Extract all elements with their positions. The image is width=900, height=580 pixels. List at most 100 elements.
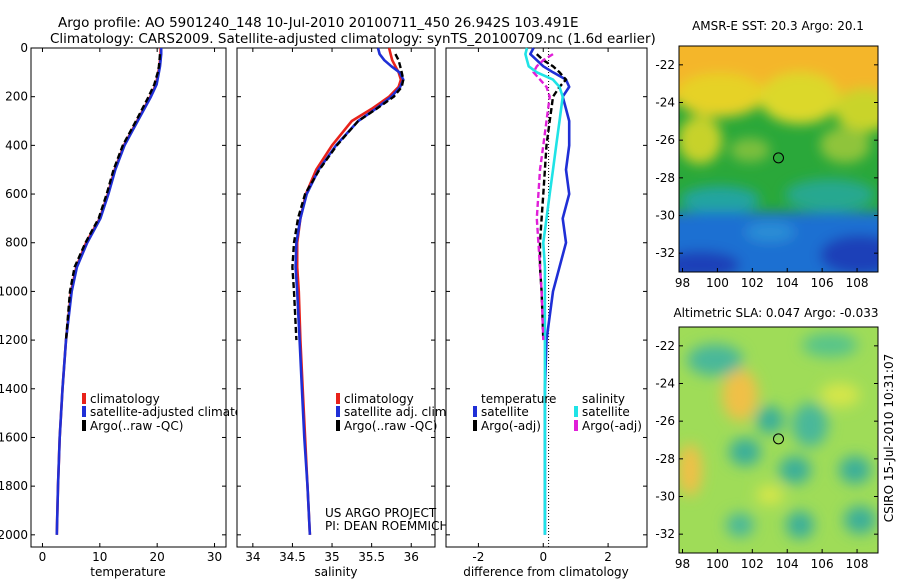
difference-xlabel: difference from climatology xyxy=(463,565,629,579)
legend-label-sal-satellite: satellite xyxy=(582,405,630,419)
x-tick-label: 2 xyxy=(604,550,612,564)
lat-tick-label: -32 xyxy=(655,246,675,260)
legend-swatch-satellite xyxy=(82,406,86,417)
x-tick-label: 30 xyxy=(207,550,222,564)
sla-map-frame xyxy=(678,326,879,554)
sla-blobs xyxy=(679,333,876,539)
lon-tick-label: 100 xyxy=(706,276,729,290)
x-tick-label: 36 xyxy=(404,550,419,564)
y-tick-label: 1400 xyxy=(0,382,28,396)
y-tick-label: 1600 xyxy=(0,430,28,444)
temperature-profile-panel: 0 200 400 600 800 1000 1200 1400 1600 1800 2000 0 1… xyxy=(0,41,268,579)
legend-label-satellite: satellite adj. clim. xyxy=(344,405,450,419)
salinity-axes-frame xyxy=(236,47,436,548)
lon-tick-label: 102 xyxy=(741,557,764,571)
legend-swatch-sal-satellite xyxy=(574,406,578,417)
lon-tick-label: 104 xyxy=(776,276,799,290)
legend-group-temperature: temperature xyxy=(481,392,556,406)
y-tick-label: 1200 xyxy=(0,333,28,347)
lat-tick-label: -32 xyxy=(655,527,675,541)
lat-tick-label: -24 xyxy=(655,96,675,110)
legend-label-climatology: climatology xyxy=(344,392,414,406)
lon-tick-label: 104 xyxy=(776,557,799,571)
lat-tick-label: -28 xyxy=(655,452,675,466)
y-tick-label: 1000 xyxy=(0,284,28,298)
lon-tick-label: 100 xyxy=(706,557,729,571)
y-tick-label: 1800 xyxy=(0,479,28,493)
salinity-axis: 34 34.5 35 35.5 36 xyxy=(245,48,419,564)
lat-tick-label: -26 xyxy=(655,414,675,428)
lon-tick-label: 106 xyxy=(811,276,834,290)
lat-tick-label: -30 xyxy=(655,209,675,223)
difference-legend: temperature satellite Argo(-adj) salinit… xyxy=(473,392,642,433)
legend-label-sal-argo: Argo(-adj) xyxy=(582,419,642,433)
difference-lines xyxy=(524,47,571,535)
legend-swatch-argo xyxy=(336,420,340,431)
x-tick-label: 0 xyxy=(539,550,547,564)
lon-tick-label: 98 xyxy=(675,276,690,290)
credit-line-2: PI: DEAN ROEMMICH xyxy=(325,519,448,533)
temperature-legend: climatology satellite-adjusted climatolo… xyxy=(82,392,268,433)
salinity-lines xyxy=(291,47,405,535)
difference-axis: -2 0 2 xyxy=(472,48,612,564)
title-line-1: Argo profile: AO 5901240_148 10-Jul-2010… xyxy=(58,15,579,31)
legend-swatch-temp-argo xyxy=(473,420,477,431)
sst-map-frame xyxy=(678,45,879,273)
y-tick-label: 200 xyxy=(5,90,28,104)
sla-map-panel: Altimetric SLA: 0.047 Argo: -0.033 xyxy=(655,306,878,571)
lat-tick-label: -28 xyxy=(655,171,675,185)
sst-lon-axis: 98 100 102 104 106 108 xyxy=(675,268,869,290)
difference-profile-panel: -2 0 2 difference from climatology tempera… xyxy=(445,47,648,579)
x-tick-label: 34.5 xyxy=(279,550,306,564)
x-tick-label: -2 xyxy=(472,550,484,564)
series-line-salinity-satellite xyxy=(524,47,565,535)
x-tick-label: 10 xyxy=(92,550,107,564)
y-tick-label: 0 xyxy=(20,41,28,55)
sst-map-panel: AMSR-E SST: 20.3 Argo: 20.1 98 100 102 104 1… xyxy=(655,19,879,290)
timestamp-label: CSIRO 15-Jul-2010 10:31:07 xyxy=(882,354,896,522)
credit-line-1: US ARGO PROJECT xyxy=(325,506,437,520)
sst-lat-axis: -22 -24 -26 -28 -30 -32 xyxy=(655,58,878,260)
x-tick-label: 0 xyxy=(39,550,47,564)
legend-swatch-sal-argo xyxy=(574,420,578,431)
y-tick-label: 600 xyxy=(5,187,28,201)
sla-lat-axis: -22 -24 -26 -28 -30 -32 xyxy=(655,339,878,541)
legend-label-argo: Argo(..raw -QC) xyxy=(344,419,437,433)
depth-axis: 0 200 400 600 800 1000 1200 1400 1600 1800 2000 xyxy=(0,41,28,542)
salinity-profile-panel: 34 34.5 35 35.5 36 salinity climatology sate… xyxy=(236,47,450,579)
lat-tick-label: -22 xyxy=(655,58,675,72)
difference-axes-frame xyxy=(445,47,648,548)
y-tick-label: 400 xyxy=(5,138,28,152)
sst-argo-marker xyxy=(773,152,784,164)
y-tick-label: 800 xyxy=(5,236,28,250)
sst-blobs xyxy=(679,46,878,272)
lat-tick-label: -22 xyxy=(655,339,675,353)
lon-tick-label: 98 xyxy=(675,557,690,571)
sla-map-title: Altimetric SLA: 0.047 Argo: -0.033 xyxy=(673,306,878,320)
x-tick-label: 35.5 xyxy=(358,550,385,564)
salinity-xlabel: salinity xyxy=(314,565,357,579)
series-line-argo-raw-qc xyxy=(291,53,405,341)
lat-tick-label: -30 xyxy=(655,490,675,504)
legend-label-temp-argo: Argo(-adj) xyxy=(481,419,541,433)
x-tick-label: 20 xyxy=(150,550,165,564)
legend-label-temp-satellite: satellite xyxy=(481,405,529,419)
temperature-axis: 0 10 20 30 xyxy=(39,48,222,564)
salinity-legend: climatology satellite adj. clim. Argo(..… xyxy=(336,392,450,433)
legend-swatch-satellite xyxy=(336,406,340,417)
legend-swatch-climatology xyxy=(336,393,340,404)
legend-swatch-temp-satellite xyxy=(473,406,477,417)
sst-map-title: AMSR-E SST: 20.3 Argo: 20.1 xyxy=(692,19,864,33)
temperature-axes-frame xyxy=(30,47,227,548)
lon-tick-label: 108 xyxy=(846,557,869,571)
sla-field xyxy=(679,327,878,553)
lon-tick-label: 102 xyxy=(741,276,764,290)
x-tick-label: 34 xyxy=(245,550,260,564)
lon-tick-label: 108 xyxy=(846,276,869,290)
lat-tick-label: -24 xyxy=(655,377,675,391)
legend-swatch-argo xyxy=(82,420,86,431)
series-line-temperature-argo-adj xyxy=(535,53,568,341)
title-line-2: Climatology: CARS2009. Satellite-adjuste… xyxy=(50,31,656,47)
lon-tick-label: 106 xyxy=(811,557,834,571)
